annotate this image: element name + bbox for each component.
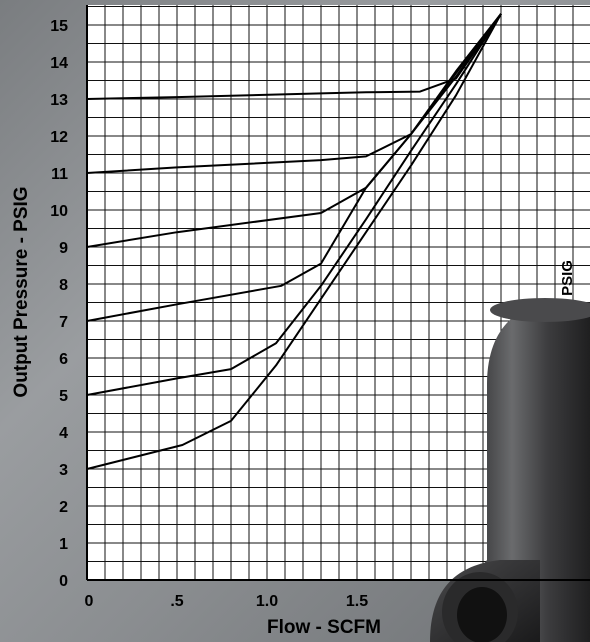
x-tick-label: 1.5	[346, 593, 368, 610]
y-tick-label: 13	[50, 92, 68, 109]
y-tick-label: 11	[51, 166, 68, 183]
x-tick-label: 0	[85, 593, 94, 610]
y-tick-label: 5	[59, 388, 68, 405]
y-tick-label: 4	[59, 425, 68, 442]
y-tick-label: 10	[50, 203, 68, 220]
y-tick-label: 12	[50, 129, 68, 146]
y-tick-label: 15	[50, 18, 68, 35]
y-axis-label: Output Pressure - PSIG	[11, 186, 32, 397]
series-line-3	[86, 13, 502, 322]
y-tick-label: 14	[50, 55, 68, 72]
series-group	[86, 13, 502, 470]
series-line-2	[86, 13, 502, 396]
y-tick-label: 8	[59, 277, 68, 294]
series-line-6	[86, 13, 502, 100]
x-tick-label: 1.0	[256, 593, 278, 610]
y-tick-label: 0	[59, 573, 68, 590]
y-tick-label: 7	[59, 314, 68, 331]
series-line-4	[86, 13, 502, 248]
y-tick-label: 9	[59, 240, 68, 257]
x-tick-label: .5	[170, 593, 183, 610]
y-tick-label: 2	[59, 499, 68, 516]
y-tick-label: 1	[59, 536, 68, 553]
y-tick-label: 3	[59, 462, 68, 479]
psig-annotation: PSIG	[559, 260, 576, 296]
x-axis-label: Flow - SCFM	[267, 617, 381, 638]
series-line-1	[86, 13, 502, 470]
y-tick-label: 6	[59, 351, 68, 368]
series-line-5	[86, 13, 502, 174]
x-tick-labels: 0 .5 1.0 1.5	[85, 593, 369, 610]
